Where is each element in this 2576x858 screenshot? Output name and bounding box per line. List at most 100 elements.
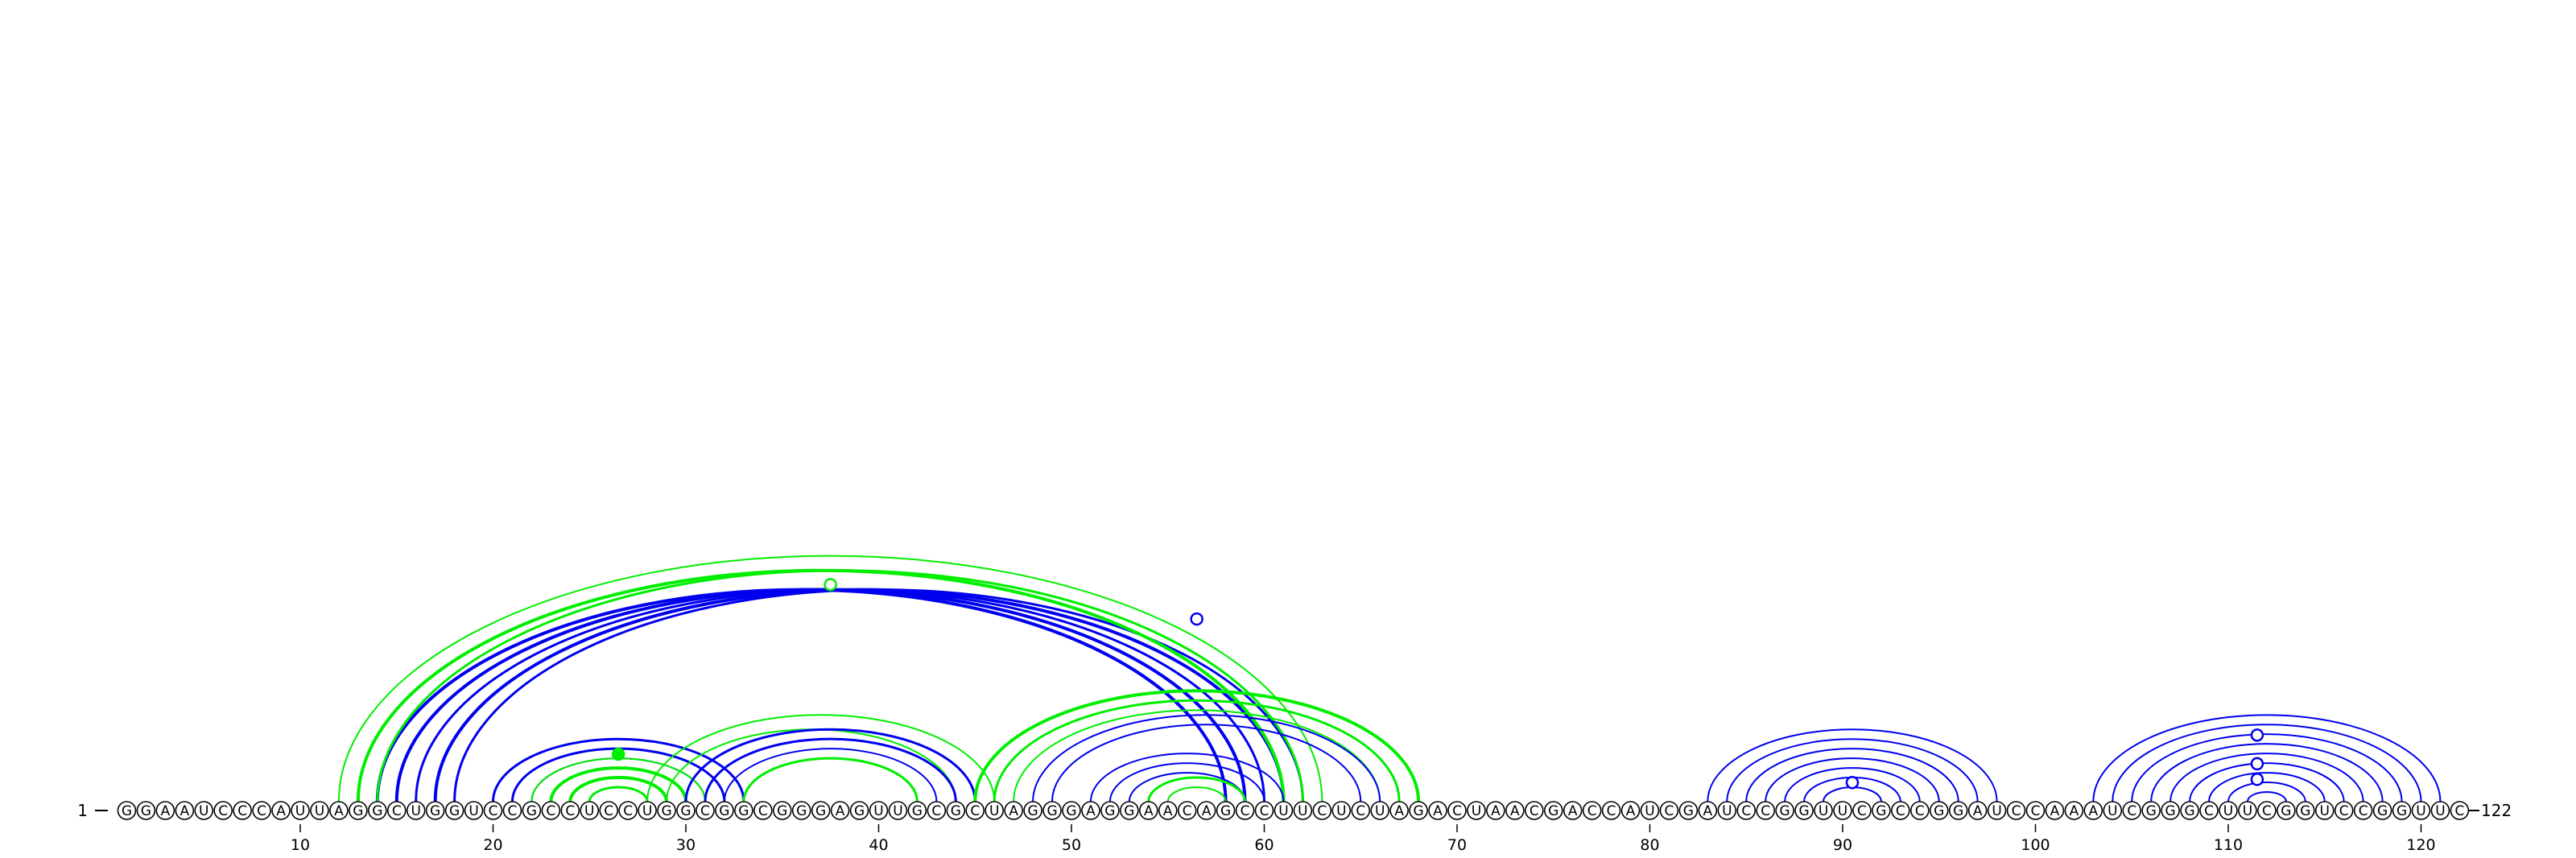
nucleotide-letter: U [1278,803,1288,819]
tick-90: 90 [1833,824,1852,854]
nucleotide-circle [1505,801,1525,820]
nucleotide-82: G [1678,801,1699,820]
nucleotide-circle [1852,801,1872,820]
nucleotide-circle [1640,801,1660,820]
nucleotide-letter: C [1587,803,1597,819]
nucleotide-letter: G [1066,803,1076,819]
nucleotide-letter: C [392,803,402,819]
start-label: 1 [77,801,88,820]
base-pair-arc-83-98-blue [1707,728,1998,802]
nucleotide-105: C [2122,801,2142,820]
nucleotide-letter: A [1009,803,1018,819]
nucleotide-40: U [869,801,889,820]
nucleotide-circle [2083,801,2103,820]
nucleotide-55: A [1158,801,1178,820]
nucleotide-22: G [522,801,542,820]
nucleotide-circle [1254,801,1274,820]
nucleotide-111: U [2238,801,2257,820]
nucleotide-35: G [772,801,792,820]
nucleotide-98: U [1987,801,2007,820]
nucleotide-letter: U [2435,803,2445,819]
base-pair-arc-22-31-blue [530,757,706,802]
nucleotide-119: G [2392,801,2412,820]
nucleotide-112: C [2257,801,2277,820]
nucleotide-60: C [1254,801,1274,820]
nucleotide-circle [1486,801,1505,820]
nucleotide-circle [638,801,657,820]
base-pair-arc-33-42-green [742,757,919,802]
nucleotide-75: G [1543,801,1563,820]
base-pair-arc-86-95-blue [1765,757,1940,802]
nucleotide-letter: U [2320,803,2330,819]
nucleotide-circle [1659,801,1679,820]
tick-label: 60 [1254,836,1274,854]
nucleotide-67: A [1389,801,1409,820]
base-pair-arc-111-113-blue [2246,791,2287,802]
nucleotide-circle [2045,801,2065,820]
nucleotide-circle [425,801,445,820]
nucleotide-circle [1756,801,1775,820]
nucleotide-circle [1370,801,1389,820]
nucleotide-letter: G [680,803,691,819]
nucleotide-letter: A [1394,803,1404,819]
nucleotide-circle [2025,801,2046,820]
nucleotide-letter: C [2359,803,2368,819]
nucleotide-circle [1389,801,1409,820]
base-pair-arc-49-65-blue [1051,724,1362,802]
nucleotide-30: G [676,801,696,820]
nucleotide-8: C [252,801,271,820]
nucleotide-letter: G [912,803,923,819]
nucleotide-5: U [194,801,214,820]
nucleotide-letter: U [642,803,652,819]
arc-marker-3 [1845,775,1860,790]
base-pair-arc-28-46-green [646,714,996,802]
nucleotide-120: U [2411,801,2431,820]
nucleotide-circle [1891,801,1910,820]
nucleotide-63: C [1312,801,1332,820]
tick-label: 110 [2214,836,2243,854]
nucleotide-95: G [1929,801,1949,820]
base-pair-arc-22-31-green [530,757,706,802]
nucleotide-letter: C [1260,803,1269,819]
nucleotide-circle [233,801,252,820]
nucleotide-66: U [1370,801,1389,820]
nucleotide-letter: G [1683,803,1694,819]
base-pair-arc-84-97-blue [1726,738,1979,802]
arc-marker-1 [824,578,837,592]
nucleotide-circle [1351,801,1371,820]
nucleotide-circle [1120,801,1139,820]
nucleotide-circle [2141,801,2161,820]
nucleotide-letter: A [1144,803,1154,819]
nucleotide-letter: U [295,803,305,819]
nucleotide-letter: U [1838,803,1847,819]
nucleotide-letter: G [815,803,826,819]
nucleotide-circle [1678,801,1699,820]
nucleotide-letter: G [526,803,537,819]
nucleotide-19: U [464,801,484,820]
nucleotide-91: C [1852,801,1872,820]
nucleotide-letter: G [141,803,151,819]
nucleotide-122: C [2450,801,2470,820]
nucleotide-113: G [2277,801,2296,820]
tick-50: 50 [1062,824,1081,854]
tick-30: 30 [676,824,696,854]
nucleotide-circle [734,801,753,820]
nucleotide-circle [329,801,349,820]
nucleotide-circle [406,801,426,820]
nucleotide-letter: C [1317,803,1327,819]
nucleotide-letter: A [1433,803,1443,819]
arc-marker-5 [2250,757,2264,771]
nucleotide-44: G [946,801,966,820]
base-pair-arc-89-92-blue [1823,786,1882,802]
nucleotide-circle [155,801,175,820]
nucleotide-circle [1158,801,1178,820]
base-pair-arc-48-66-blue [1032,714,1381,802]
nucleotide-1: G [117,801,137,820]
nucleotide-circle [2161,801,2180,820]
base-pair-arc-109-115-blue [2208,772,2326,802]
tick-label: 120 [2406,836,2435,854]
nucleotide-71: U [1467,801,1486,820]
nucleotide-27: C [618,801,638,820]
nucleotide-letter: U [989,803,999,819]
nucleotide-letter: C [2031,803,2041,819]
